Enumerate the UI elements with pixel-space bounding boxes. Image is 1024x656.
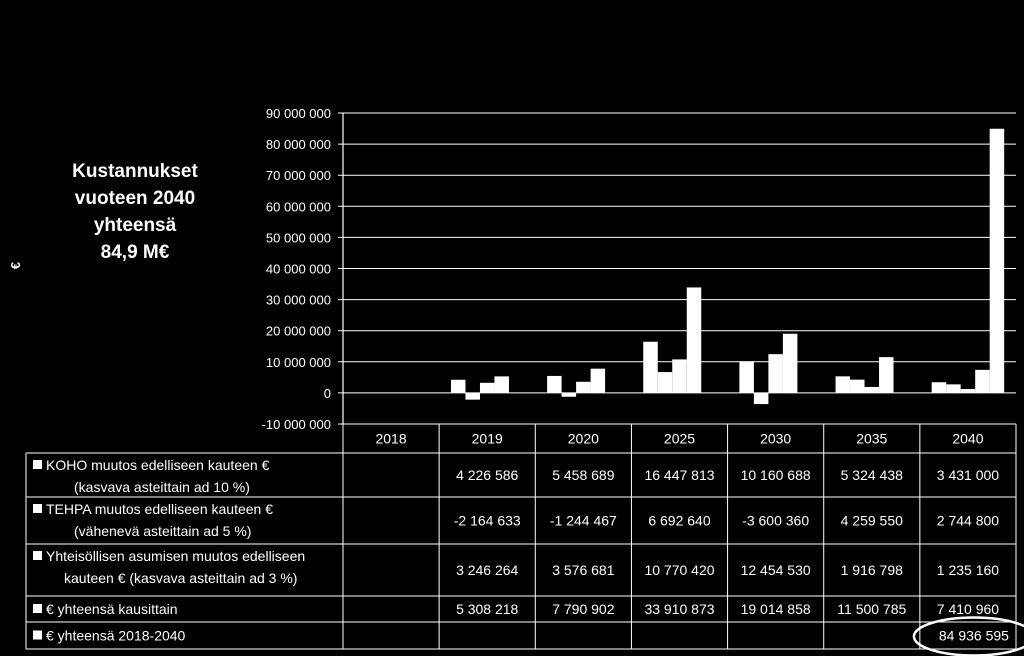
data-label: 11 500 785 [837,601,906,617]
bar-2040-series-1 [931,382,947,393]
data-label: 6 692 640 [648,513,710,529]
data-label: 5 324 438 [841,467,903,483]
data-label: 12 454 530 [741,562,811,578]
bar-2040-series-4 [975,369,990,393]
data-label: 2 744 800 [937,513,999,529]
y-axis-unit-label: € [8,261,24,270]
bar-2035-series-1 [835,376,851,393]
bar-2030-series-2 [753,392,769,405]
legend-key [33,460,42,469]
y-tick-label: 30 000 000 [266,293,331,308]
data-label: 3 246 264 [456,562,518,578]
bar-2020-series-3 [576,381,591,393]
y-tick-label: 10 000 000 [266,355,331,370]
y-tick-label: 80 000 000 [266,137,331,152]
data-label: 1 916 798 [841,562,903,578]
data-label: -3 600 360 [742,513,809,529]
data-label: 5 308 218 [456,601,518,617]
data-label: 33 910 873 [644,601,714,617]
data-label: 10 160 688 [741,467,811,483]
y-tick-label: 20 000 000 [266,324,331,339]
legend-key [33,551,42,560]
y-tick-label: 70 000 000 [266,168,331,183]
data-label: 7 790 902 [552,601,614,617]
data-label: 3 576 681 [552,562,614,578]
total-cost-callout: Kustannukset vuoteen 2040 yhteensä 84,9 … [40,158,230,266]
series-row-label: (vähenevä asteittain ad 5 %) [74,523,251,539]
y-tick-label: 0 [324,386,331,401]
series-row-label: Yhteisöllisen asumisen muutos edelliseen [46,548,305,564]
bar-2035-series-3 [864,386,880,393]
bar-2040-series-3 [960,389,976,393]
y-tick-label: -10 000 000 [262,417,331,432]
legend-key [33,504,42,513]
x-category-label: 2018 [375,431,406,447]
callout-line-1: Kustannukset [72,161,198,182]
series-row-label: € yhteensä kausittain [46,601,178,617]
x-category-label: 2035 [856,431,887,447]
data-table: 2018 2019 2020 2025 2030 2035 2040 KOHO muutos … [25,423,1024,656]
bar-2020-series-1 [547,375,562,393]
bar-2030-series-4 [782,333,798,393]
callout-line-2: vuoteen 2040 [74,188,196,209]
y-tick-label: 50 000 000 [266,230,331,245]
legend-key [33,630,42,640]
legend-key [33,604,42,613]
bar-2019-series-4 [494,376,509,393]
bar-2040-series-5 [989,128,1005,393]
y-tick-label: 90 000 000 [266,106,331,121]
bar-2030-series-3 [768,354,783,393]
bar-2025-series-1 [643,341,658,393]
bar-2035-series-2 [850,379,865,393]
series-row-label: (kasvava asteittain ad 10 %) [74,479,250,495]
bar-2025-series-4 [686,287,702,393]
data-label: -2 164 633 [454,513,521,529]
series-row-label: € yhteensä 2018-2040 [46,628,186,644]
x-category-label: 2030 [760,431,791,447]
bar-2040-series-2 [946,384,961,393]
data-label: 5 458 689 [552,467,614,483]
callout-line-4: 84,9 M€ [100,242,170,263]
bar-2020-series-4 [590,368,606,393]
bar-2020-series-2 [561,392,577,397]
series-row-label: KOHO muutos edelliseen kauteen € [46,457,270,473]
bar-2019-series-3 [479,382,495,393]
x-category-label: 2019 [472,431,503,447]
bars [450,128,1005,405]
series-row-label: kauteen € (kasvava asteittain ad 3 %) [64,570,297,586]
callout-line-3: yhteensä [93,215,177,236]
data-label: 1 235 160 [937,562,999,578]
y-axis-tick-labels: -10 000 000 0 10 000 000 20 000 000 30 000 0… [262,106,331,432]
bar-2025-series-2 [657,372,673,393]
data-label: 16 447 813 [644,467,714,483]
x-category-label: 2020 [568,431,599,447]
bar-2019-series-1 [450,379,466,393]
data-label: 84 936 595 [939,628,1009,644]
data-label: 19 014 858 [741,601,811,617]
data-label: 3 431 000 [937,467,999,483]
x-category-label: 2025 [664,431,695,447]
data-label: 7 410 960 [937,601,999,617]
series-row-label: TEHPA muutos edelliseen kauteen € [46,501,273,517]
data-label: 10 770 420 [644,562,714,578]
bar-2030-series-1 [739,361,754,393]
bar-2025-series-3 [672,359,687,393]
bar-2035-series-4 [879,357,894,393]
data-label: 4 226 586 [456,467,518,483]
bar-2019-series-2 [465,392,480,400]
data-label: 4 259 550 [841,513,903,529]
x-category-label: 2040 [952,431,983,447]
y-tick-label: 60 000 000 [266,199,331,214]
y-tick-label: 40 000 000 [266,262,331,277]
data-label: -1 244 467 [550,513,617,529]
